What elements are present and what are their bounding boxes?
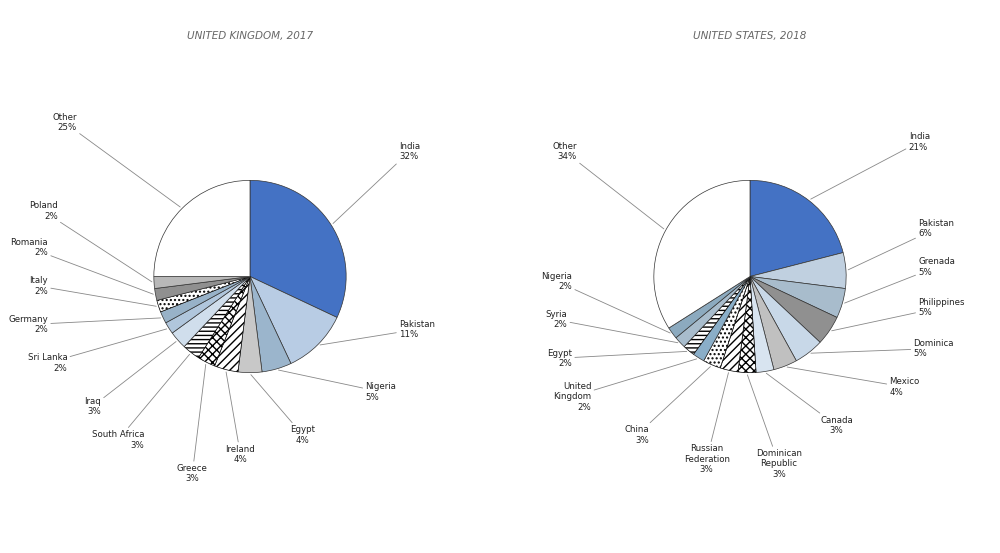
Text: Sri Lanka
2%: Sri Lanka 2% (28, 329, 167, 373)
Wedge shape (750, 276, 845, 317)
Wedge shape (250, 276, 291, 372)
Text: India
21%: India 21% (811, 132, 930, 199)
Wedge shape (750, 253, 846, 289)
Text: Other
25%: Other 25% (52, 113, 180, 207)
Wedge shape (238, 276, 262, 373)
Wedge shape (161, 276, 250, 323)
Text: Nigeria
2%: Nigeria 2% (541, 272, 670, 333)
Text: Other
34%: Other 34% (552, 142, 664, 229)
Text: Canada
3%: Canada 3% (766, 373, 853, 435)
Text: Syria
2%: Syria 2% (546, 310, 678, 343)
Wedge shape (172, 276, 250, 347)
Wedge shape (704, 276, 750, 368)
Text: Grenada
5%: Grenada 5% (845, 257, 955, 303)
Wedge shape (693, 276, 750, 361)
Wedge shape (750, 276, 820, 361)
Text: Poland
2%: Poland 2% (29, 201, 152, 282)
Wedge shape (750, 276, 837, 342)
Text: China
3%: China 3% (624, 367, 710, 445)
Wedge shape (684, 276, 750, 354)
Text: Pakistan
11%: Pakistan 11% (320, 320, 435, 345)
Wedge shape (166, 276, 250, 333)
Wedge shape (154, 276, 250, 289)
Wedge shape (750, 276, 774, 373)
Text: Russian
Federation
3%: Russian Federation 3% (684, 373, 730, 474)
Text: Romania
2%: Romania 2% (10, 238, 153, 294)
Text: Dominican
Republic
3%: Dominican Republic 3% (747, 375, 802, 479)
Text: Philippines
5%: Philippines 5% (832, 298, 965, 331)
Wedge shape (157, 276, 250, 312)
Text: India
32%: India 32% (333, 142, 420, 223)
Text: Pakistan
6%: Pakistan 6% (848, 219, 954, 270)
Text: Germany
2%: Germany 2% (8, 315, 161, 334)
Wedge shape (750, 180, 843, 276)
Wedge shape (720, 276, 750, 372)
Text: United
Kingdom
2%: United Kingdom 2% (553, 359, 697, 411)
Text: UNITED KINGDOM, 2017: UNITED KINGDOM, 2017 (187, 32, 313, 41)
Text: Dominica
5%: Dominica 5% (811, 339, 954, 358)
Wedge shape (669, 276, 750, 338)
Wedge shape (738, 276, 756, 373)
Text: Italy
2%: Italy 2% (29, 276, 156, 306)
Text: Iraq
3%: Iraq 3% (84, 342, 176, 416)
Wedge shape (155, 276, 250, 300)
Text: Egypt
4%: Egypt 4% (251, 375, 315, 445)
Text: Egypt
2%: Egypt 2% (547, 348, 687, 368)
Wedge shape (654, 180, 750, 328)
Text: UNITED STATES, 2018: UNITED STATES, 2018 (693, 32, 807, 41)
Text: Nigeria
5%: Nigeria 5% (278, 370, 396, 401)
Wedge shape (250, 180, 346, 317)
Text: Mexico
4%: Mexico 4% (787, 367, 920, 397)
Wedge shape (215, 276, 250, 372)
Wedge shape (198, 276, 250, 366)
Wedge shape (750, 276, 796, 369)
Text: Ireland
4%: Ireland 4% (226, 372, 255, 464)
Wedge shape (676, 276, 750, 347)
Wedge shape (154, 180, 250, 276)
Wedge shape (184, 276, 250, 358)
Wedge shape (250, 276, 337, 363)
Text: Greece
3%: Greece 3% (177, 364, 208, 483)
Text: South Africa
3%: South Africa 3% (92, 354, 190, 450)
